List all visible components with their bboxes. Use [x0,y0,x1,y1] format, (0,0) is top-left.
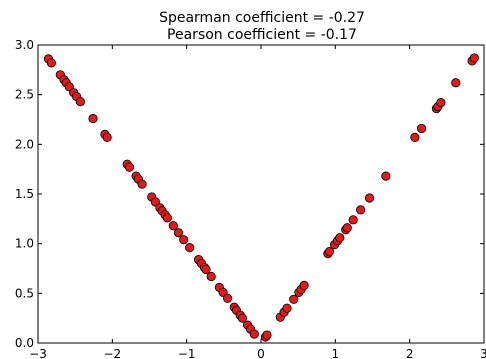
data-point [262,330,272,340]
x-tick-label: −3 [29,347,47,359]
data-points [43,53,479,342]
x-tick-label: 3 [480,347,486,359]
data-point [168,221,178,231]
data-point [75,97,85,107]
data-point [222,293,233,303]
data-point [179,235,189,245]
y-tick-label: 0.5 [15,286,34,300]
data-point [249,329,259,339]
y-tick-label: 0.0 [15,336,34,350]
x-tick-label: −1 [178,347,196,359]
data-point [46,58,56,68]
data-point [451,78,461,88]
data-point [201,264,211,275]
axis-ticks: −3 −2 −1 0 1 2 3 0.0 0.5 1.0 1.5 2.0 2.5 3.0 [15,38,486,359]
chart-title-line-2: Pearson coefficient = -0.17 [167,27,357,43]
y-tick-label: 2.5 [15,88,34,102]
data-point [185,243,195,253]
data-point [173,228,184,238]
data-point [88,113,98,124]
data-point [416,123,427,134]
data-point [356,205,366,215]
data-point [299,280,309,290]
data-point [282,303,292,313]
y-tick-label: 1.0 [15,237,34,251]
data-point [102,132,112,142]
data-point [324,247,334,257]
x-tick-label: 0 [257,347,265,359]
data-point [162,213,172,223]
x-tick-label: 2 [406,347,414,359]
data-point [410,132,420,142]
data-point [436,98,446,108]
data-point [342,223,352,233]
y-tick-label: 1.5 [15,187,34,201]
data-point [364,193,375,203]
data-point [206,271,216,282]
x-tick-label: −2 [103,347,121,359]
data-point [237,313,248,323]
data-point [348,215,358,225]
data-point [137,179,147,189]
y-tick-label: 2.0 [15,137,34,151]
data-point [335,233,345,243]
data-point [124,162,135,172]
data-point [289,294,299,304]
y-tick-label: 3.0 [15,38,34,52]
data-point [381,171,391,181]
data-point [469,53,479,63]
chart-title-line-1: Spearman coefficient = -0.27 [159,10,365,26]
x-tick-label: 1 [332,347,340,359]
axes-frame [37,44,485,344]
